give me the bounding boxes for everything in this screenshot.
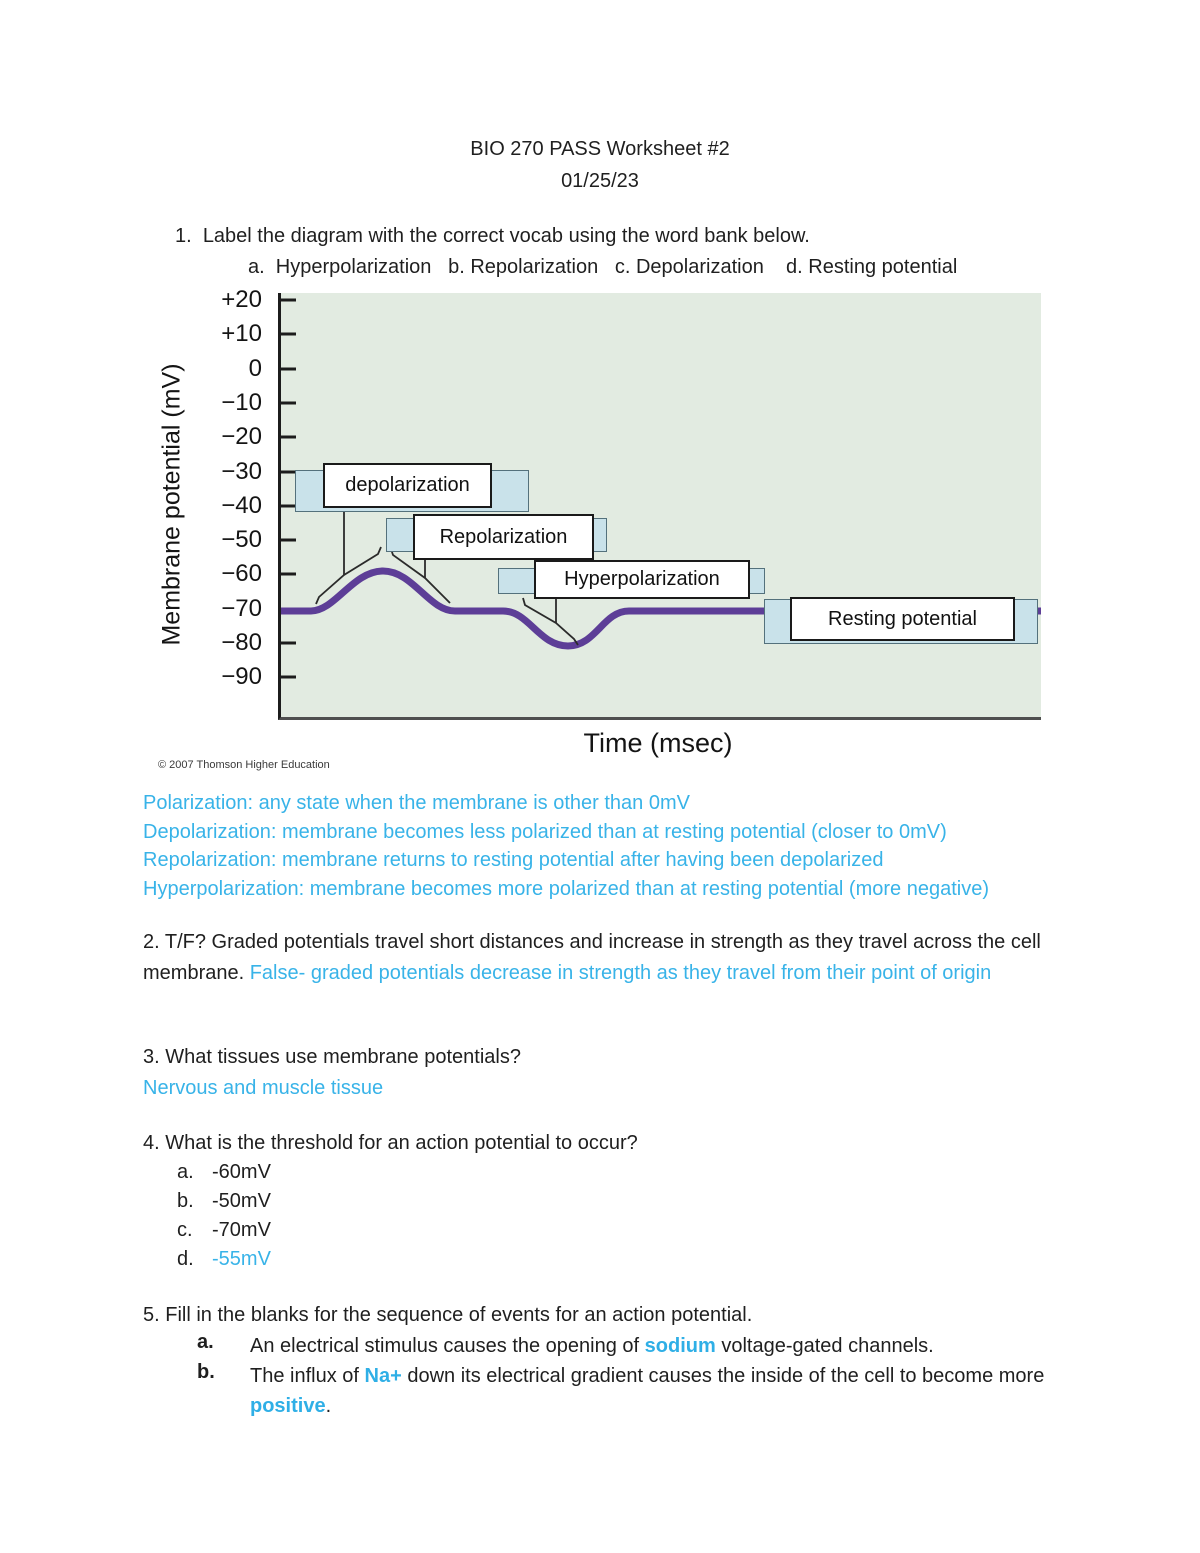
- question-3: 3. What tissues use membrane potentials?…: [143, 1042, 521, 1104]
- copyright-note: © 2007 Thomson Higher Education: [158, 759, 330, 771]
- item-b-letter: b.: [197, 1361, 215, 1383]
- item-a-pre: An electrical stimulus causes the openin…: [250, 1335, 645, 1357]
- item-a-answer: sodium: [644, 1335, 716, 1357]
- y-tick-label: −80: [221, 629, 262, 656]
- y-axis-tick-marks: [281, 298, 296, 679]
- page-date: 01/25/23: [561, 170, 639, 192]
- y-tick-label: −50: [221, 526, 262, 553]
- question-4-option-a: a. -60mV: [177, 1161, 271, 1184]
- y-tick-label: −40: [221, 492, 262, 519]
- option-text-answer: -55mV: [212, 1248, 271, 1270]
- definition-polarization: Polarization: any state when the membran…: [143, 792, 690, 814]
- option-text: -70mV: [212, 1219, 271, 1241]
- y-tick-label: −60: [221, 560, 262, 587]
- option-text: -50mV: [212, 1190, 271, 1212]
- option-letter: a.: [177, 1161, 194, 1183]
- question-1-text: Label the diagram with the correct vocab…: [202, 225, 810, 247]
- option-letter: b.: [177, 1190, 194, 1212]
- hyperpolarization-bracket: [522, 597, 579, 646]
- option-text: -60mV: [212, 1161, 271, 1183]
- item-b-mid: down its electrical gradient causes the …: [401, 1365, 1045, 1387]
- question-4-text: 4. What is the threshold for an action p…: [143, 1132, 638, 1154]
- item-a-post: voltage-gated channels.: [715, 1335, 934, 1357]
- option-letter: c.: [177, 1219, 193, 1241]
- item-b-answer-2: positive: [250, 1395, 326, 1417]
- question-4-option-c: c. -70mV: [177, 1219, 271, 1242]
- y-tick-label: −30: [221, 458, 262, 485]
- question-4-option-d: d. -55mV: [177, 1248, 271, 1271]
- repolarization-label: Repolarization: [413, 514, 594, 560]
- resting-potential-label: Resting potential: [790, 597, 1015, 641]
- depolarization-bracket: [315, 546, 382, 605]
- y-tick-label: −10: [221, 389, 262, 416]
- y-tick-label: −70: [221, 595, 262, 622]
- hyperpolarization-label: Hyperpolarization: [534, 560, 750, 599]
- membrane-potential-plot-svg: [281, 298, 1041, 679]
- question-1: 1. Label the diagram with the correct vo…: [175, 222, 810, 250]
- callout-connectors: [315, 503, 579, 646]
- plot-area: [278, 293, 1041, 720]
- question-2: 2. T/F? Graded potentials travel short d…: [143, 927, 1058, 989]
- question-4-option-b: b. -50mV: [177, 1190, 271, 1213]
- item-a-text: An electrical stimulus causes the openin…: [250, 1331, 1080, 1361]
- depolarization-label: depolarization: [323, 463, 492, 508]
- question-3-answer: Nervous and muscle tissue: [143, 1077, 384, 1099]
- item-b-pre: The influx of: [250, 1365, 365, 1387]
- membrane-potential-curve: [281, 567, 1041, 650]
- word-bank: a. Hyperpolarization b. Repolarization c…: [248, 256, 958, 278]
- definition-depolarization: Depolarization: membrane becomes less po…: [143, 820, 947, 843]
- y-tick-label: +20: [221, 286, 262, 313]
- question-2-text: 2. T/F? Graded potentials travel short d…: [143, 931, 1041, 984]
- question-5-text: 5. Fill in the blanks for the sequence o…: [143, 1304, 753, 1326]
- option-letter: d.: [177, 1248, 194, 1270]
- y-tick-label: −90: [221, 663, 262, 690]
- definitions-block: Polarization: any state when the membran…: [143, 789, 1123, 903]
- page-header: BIO 270 PASS Worksheet #2 01/25/23: [0, 133, 1200, 197]
- y-tick-label: −20: [221, 423, 262, 450]
- y-tick-label: 0: [248, 355, 262, 382]
- question-1-number: 1.: [175, 225, 192, 247]
- y-tick-label: +10: [221, 320, 262, 347]
- definition-hyperpolarization: Hyperpolarization: membrane becomes more…: [143, 877, 989, 900]
- definition-repolarization: Repolarization: membrane returns to rest…: [143, 849, 884, 871]
- membrane-potential-diagram: Membrane potential (mV) +20 +10 0 −10 −2…: [158, 286, 1041, 771]
- page-title: BIO 270 PASS Worksheet #2: [470, 138, 730, 160]
- x-axis-label: Time (msec): [583, 728, 733, 758]
- question-2-answer: False- graded potentials decrease in str…: [249, 962, 992, 984]
- item-b-text: The influx of Na+ down its electrical gr…: [250, 1361, 1065, 1421]
- question-3-text: 3. What tissues use membrane potentials?: [143, 1046, 521, 1068]
- item-a-letter: a.: [197, 1331, 214, 1353]
- item-b-answer-1: Na+: [364, 1365, 402, 1387]
- item-b-post: .: [325, 1395, 332, 1417]
- repolarization-bracket: [390, 548, 451, 604]
